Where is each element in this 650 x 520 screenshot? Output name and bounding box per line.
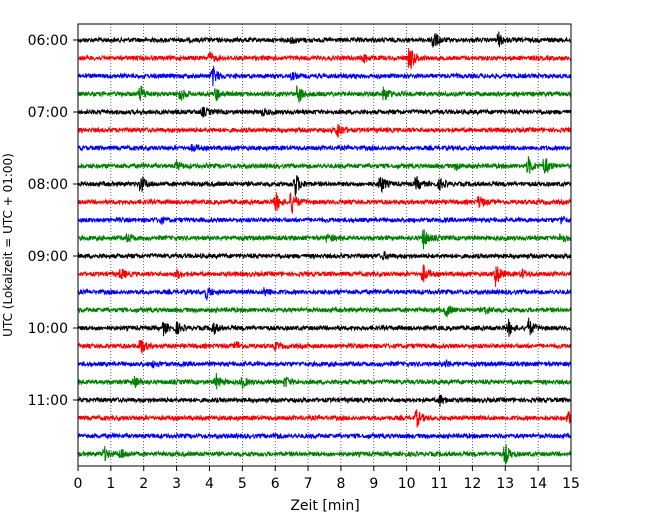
x-tick-label: 1: [106, 476, 115, 492]
trace-line-13: [77, 264, 572, 287]
x-axis: 0 1 2 3 4 5 6 7 8 9 10 11 12 13 14 15: [74, 466, 580, 492]
x-axis-label: Zeit [min]: [290, 498, 359, 514]
trace-line-17: [77, 339, 572, 354]
x-tick-label: 10: [398, 476, 416, 492]
trace-group: [77, 31, 572, 465]
y-tick-label: 08:00: [28, 177, 68, 193]
trace-line-22: [77, 431, 572, 440]
x-tick-label: 0: [74, 476, 83, 492]
x-tick-label: 3: [172, 476, 181, 492]
trace-line-11: [77, 229, 572, 250]
trace-line-21: [77, 409, 572, 428]
x-tick-label: 12: [463, 476, 481, 492]
trace-line-0: [77, 31, 572, 48]
trace-line-10: [77, 215, 572, 226]
x-tick-label: 4: [205, 476, 214, 492]
trace-line-19: [77, 372, 572, 390]
plot-frame: [77, 23, 572, 467]
x-tick-label: 14: [529, 476, 547, 492]
x-tick-label: 15: [562, 476, 580, 492]
trace-line-18: [77, 358, 572, 369]
y-tick-label: 10:00: [28, 321, 68, 337]
y-axis-label: UTC (Lokalzeit = UTC + 01:00): [1, 153, 15, 337]
x-tick-label: 5: [238, 476, 247, 492]
y-tick-label: 06:00: [28, 33, 68, 49]
x-tick-label: 9: [369, 476, 378, 492]
trace-line-8: [77, 175, 572, 197]
x-tick-label: 11: [431, 476, 449, 492]
y-axis: 06:00 07:00 08:00 09:00 10:00 11:00: [28, 33, 78, 409]
trace-line-16: [77, 317, 572, 337]
trace-line-1: [77, 48, 572, 70]
trace-line-23: [77, 444, 572, 465]
trace-line-15: [77, 305, 572, 318]
trace-line-5: [77, 123, 572, 138]
plot-area: [78, 24, 571, 466]
trace-line-4: [77, 106, 572, 118]
trace-line-7: [77, 156, 572, 174]
trace-line-3: [77, 84, 572, 103]
y-tick-label: 09:00: [28, 249, 68, 265]
x-tick-label: 13: [496, 476, 514, 492]
trace-line-6: [77, 143, 572, 152]
y-tick-label: 11:00: [28, 393, 68, 409]
trace-line-9: [77, 192, 572, 214]
x-tick-label: 8: [336, 476, 345, 492]
y-tick-label: 07:00: [28, 105, 68, 121]
x-tick-label: 2: [139, 476, 148, 492]
trace-line-14: [77, 287, 572, 302]
trace-line-20: [77, 394, 572, 407]
trace-line-12: [77, 250, 572, 261]
x-tick-label: 6: [271, 476, 280, 492]
x-tick-label: 7: [304, 476, 313, 492]
trace-line-2: [77, 65, 572, 87]
